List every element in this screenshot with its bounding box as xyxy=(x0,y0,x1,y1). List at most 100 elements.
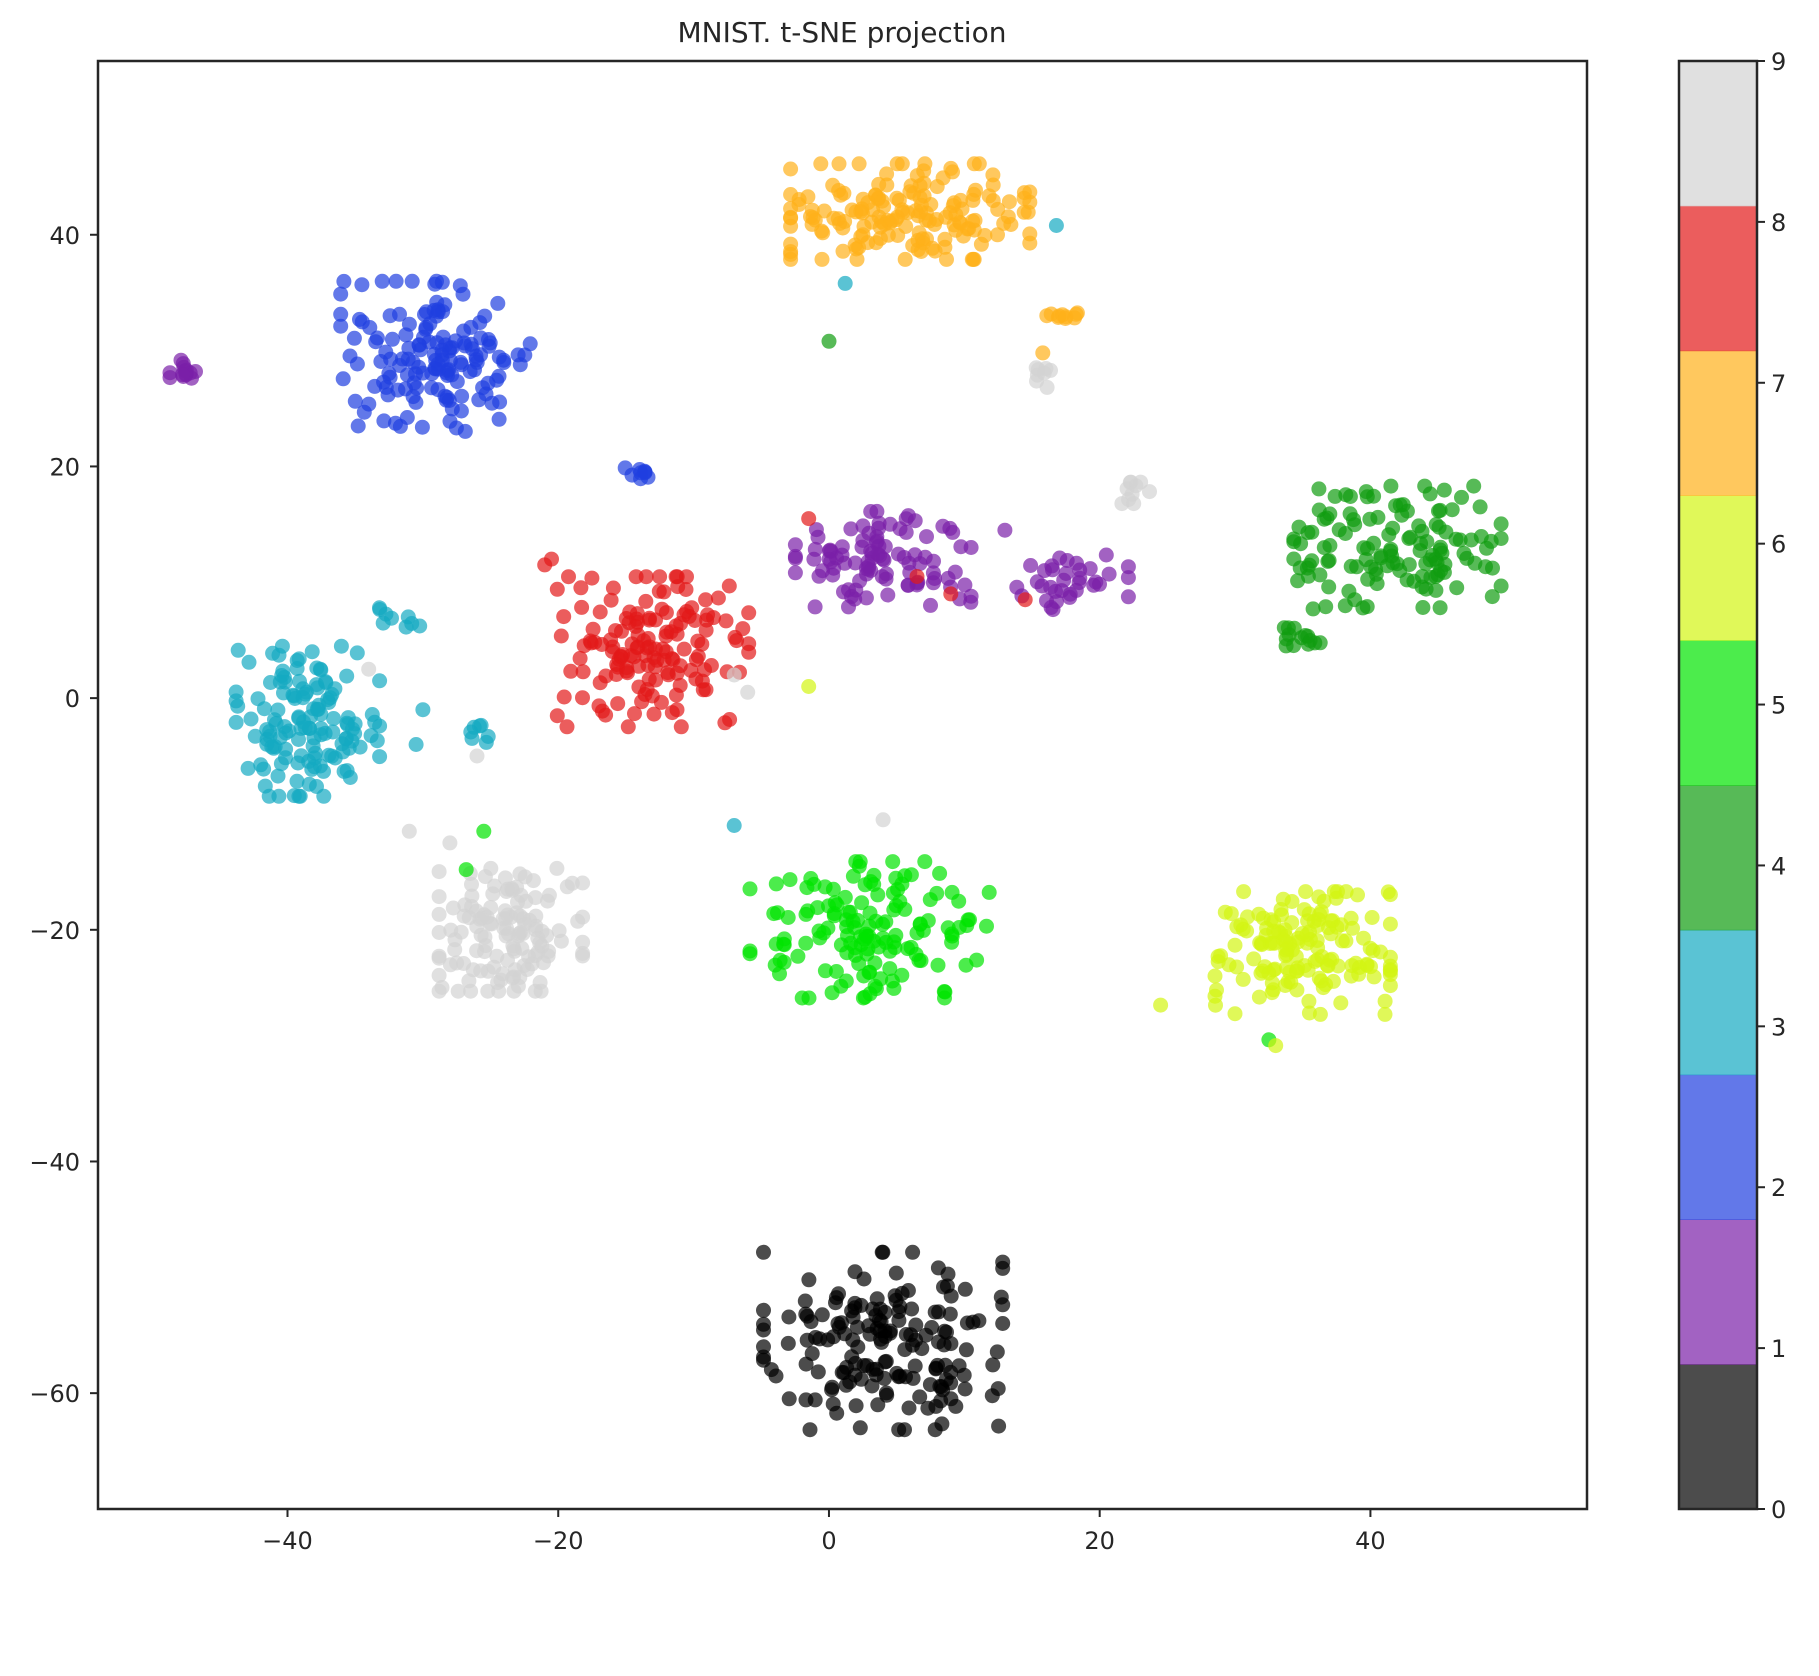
scatter-point xyxy=(574,599,590,615)
scatter-point xyxy=(575,690,590,706)
scatter-point xyxy=(471,392,487,408)
scatter-point xyxy=(676,607,692,623)
scatter-point xyxy=(293,720,309,736)
scatter-point xyxy=(404,273,420,289)
scatter-point xyxy=(984,1388,1000,1404)
scatter-point xyxy=(1286,638,1302,654)
scatter-point xyxy=(831,1286,846,1302)
scatter-points xyxy=(162,156,1509,1438)
scatter-point xyxy=(620,719,636,735)
scatter-point xyxy=(848,1398,864,1414)
scatter-point xyxy=(1086,577,1102,593)
scatter-point xyxy=(929,885,945,901)
scatter-point xyxy=(480,983,496,999)
scatter-point xyxy=(270,702,286,718)
scatter-point xyxy=(985,1357,1001,1373)
scatter-point xyxy=(1028,360,1044,376)
colorbar-segment xyxy=(1679,1364,1757,1510)
scatter-point xyxy=(782,872,798,888)
scatter-point xyxy=(837,214,853,229)
scatter-point xyxy=(333,306,349,322)
scatter-point xyxy=(876,552,892,568)
scatter-point xyxy=(851,156,867,172)
scatter-point xyxy=(697,662,712,678)
x-tick-label: −40 xyxy=(262,1527,313,1555)
scatter-point xyxy=(1326,884,1342,900)
scatter-point xyxy=(1052,550,1068,566)
scatter-point xyxy=(898,1327,914,1342)
scatter-point xyxy=(1017,592,1033,608)
scatter-point xyxy=(281,723,297,739)
scatter-point xyxy=(741,605,757,621)
scatter-point xyxy=(454,388,470,404)
scatter-point xyxy=(431,889,447,905)
scatter-point xyxy=(817,963,833,979)
scatter-point xyxy=(802,1422,818,1438)
scatter-point xyxy=(445,900,461,916)
scatter-point xyxy=(1251,906,1267,922)
scatter-point xyxy=(1422,486,1438,502)
scatter-point xyxy=(854,539,870,555)
scatter-point xyxy=(658,605,674,621)
scatter-point xyxy=(1452,532,1468,548)
scatter-point xyxy=(447,942,463,958)
scatter-point xyxy=(913,953,929,969)
scatter-point xyxy=(801,679,817,694)
scatter-point xyxy=(1043,306,1059,322)
scatter-point xyxy=(826,906,842,922)
scatter-point xyxy=(851,240,867,256)
scatter-point xyxy=(304,761,320,777)
colorbar: 0 1 2 3 4 5 6 7 8 9 xyxy=(1677,48,1786,1524)
scatter-point xyxy=(1331,522,1347,538)
scatter-point xyxy=(605,580,621,596)
scatter-point xyxy=(575,909,591,925)
scatter-point xyxy=(610,696,626,712)
scatter-point xyxy=(364,707,380,722)
scatter-point xyxy=(767,957,783,973)
scatter-point xyxy=(870,1397,886,1413)
scatter-point xyxy=(1402,529,1418,545)
scatter-point xyxy=(256,761,272,777)
scatter-point xyxy=(458,862,474,878)
scatter-point xyxy=(442,835,458,851)
scatter-point xyxy=(1278,948,1294,964)
scatter-point xyxy=(892,1299,908,1315)
scatter-point xyxy=(275,663,291,679)
scatter-point xyxy=(1120,559,1136,575)
scatter-point xyxy=(981,188,997,204)
scatter-point xyxy=(1388,498,1404,514)
scatter-point xyxy=(1311,889,1327,905)
scatter-point xyxy=(947,564,963,580)
scatter-point xyxy=(834,1315,849,1331)
scatter-point xyxy=(491,411,507,427)
scatter-point xyxy=(794,990,810,1006)
y-tick-label: 40 xyxy=(49,222,80,250)
scatter-point xyxy=(271,647,287,663)
scatter-point xyxy=(286,788,302,804)
scatter-point xyxy=(429,335,445,351)
scatter-point xyxy=(1133,474,1149,490)
scatter-point xyxy=(821,543,837,559)
scatter-point xyxy=(1311,481,1327,497)
scatter-point xyxy=(688,652,704,668)
scatter-point xyxy=(271,788,287,804)
scatter-point xyxy=(1290,573,1306,589)
scatter-point xyxy=(431,948,447,964)
scatter-point xyxy=(787,537,803,553)
scatter-point xyxy=(325,724,341,740)
scatter-point xyxy=(1318,599,1334,615)
scatter-point xyxy=(1213,948,1229,964)
scatter-point xyxy=(647,659,663,675)
scatter-point xyxy=(342,348,358,364)
scatter-point xyxy=(522,336,538,352)
scatter-point xyxy=(1236,884,1252,900)
scatter-point xyxy=(1020,204,1036,220)
scatter-point xyxy=(1280,974,1296,989)
scatter-point xyxy=(469,748,485,764)
scatter-point xyxy=(710,590,726,606)
scatter-point xyxy=(292,673,307,689)
scatter-point xyxy=(1229,959,1245,975)
scatter-point xyxy=(388,415,403,431)
scatter-point xyxy=(901,1400,917,1416)
scatter-point xyxy=(1058,309,1074,325)
